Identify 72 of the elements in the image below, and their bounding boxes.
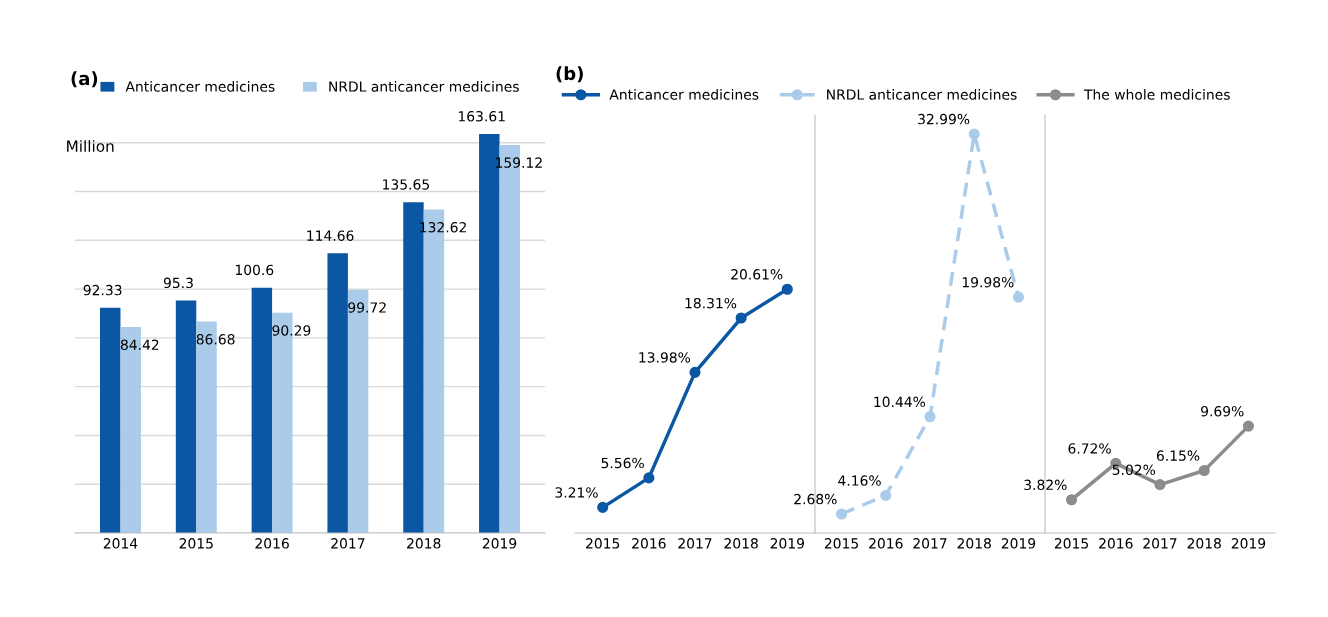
point (1065, 494, 1078, 506)
point (924, 411, 936, 423)
point (835, 508, 848, 520)
x-tick-label: 2017 (331, 538, 365, 549)
data-label: 32.99% (918, 113, 970, 125)
legend-label: Anticancer medicines (609, 89, 759, 100)
bar (175, 300, 197, 533)
point (1198, 464, 1210, 477)
legend-label: NRDL anticancer medicines (827, 89, 1017, 100)
point (689, 366, 701, 378)
x-tick-label: 2015 (586, 538, 620, 549)
data-label: 3.82% (1024, 479, 1067, 491)
data-label: 99.72 (348, 302, 386, 313)
data-label: 6.15% (1156, 450, 1200, 461)
data-label: 86.68 (196, 334, 235, 345)
x-tick-label: 2016 (632, 538, 666, 549)
x-tick-label: 2018 (957, 538, 991, 549)
point (880, 489, 892, 502)
data-label: 6.72% (1068, 443, 1111, 454)
data-label: 92.33 (83, 284, 122, 296)
x-tick-label: 2017 (678, 538, 712, 549)
point (735, 312, 747, 324)
x-tick-label: 2016 (869, 538, 903, 549)
x-tick-label: 2019 (770, 538, 804, 549)
data-label: 2.68% (794, 493, 837, 505)
point (1242, 420, 1255, 432)
data-label: 20.61% (731, 269, 783, 280)
x-tick-label: 2016 (255, 538, 289, 549)
point (643, 472, 655, 484)
chart-title: (a) (71, 71, 98, 88)
data-label: 100.6 (235, 264, 274, 276)
bar (100, 307, 121, 533)
data-label: 95.3 (163, 277, 193, 289)
legend-label: The whole medicines (1083, 89, 1230, 100)
x-tick-label: 2014 (103, 538, 138, 549)
annotation: Million (67, 140, 114, 152)
data-label: 90.29 (272, 325, 311, 336)
point (781, 283, 793, 295)
data-label: 3.21% (555, 487, 598, 498)
x-tick-label: 2017 (913, 538, 947, 549)
point (968, 128, 980, 140)
data-label: 10.44% (874, 396, 926, 408)
x-tick-label: 2015 (1054, 538, 1088, 549)
data-label: 163.61 (458, 111, 505, 122)
data-label: 9.69% (1201, 405, 1244, 417)
data-label: 19.98% (962, 276, 1014, 288)
x-tick-label: 2019 (482, 538, 517, 549)
legend-label: Anticancer medicines (125, 81, 275, 92)
data-label: 5.02% (1112, 464, 1156, 476)
data-label: 5.56% (601, 457, 644, 469)
data-label: 13.98% (639, 352, 691, 363)
x-tick-label: 2015 (179, 538, 213, 549)
point (1012, 291, 1025, 303)
chart-title: (b) (556, 66, 583, 83)
data-label: 4.16% (838, 475, 881, 486)
data-label: 135.65 (383, 179, 429, 190)
data-label: 114.66 (307, 230, 354, 241)
bar (251, 287, 273, 533)
x-tick-label: 2017 (1143, 538, 1177, 549)
x-tick-label: 2019 (1001, 538, 1036, 549)
x-tick-label: 2019 (1231, 538, 1266, 549)
x-tick-label: 2018 (1187, 538, 1221, 549)
point (597, 501, 609, 513)
point (1154, 479, 1166, 491)
legend-label: NRDL anticancer medicines (329, 81, 519, 92)
bar (327, 253, 348, 533)
data-label: 18.31% (685, 297, 737, 309)
x-tick-label: 2015 (824, 538, 858, 549)
x-tick-label: 2016 (1099, 538, 1133, 549)
x-tick-label: 2018 (407, 538, 441, 549)
data-label: 84.42 (120, 339, 159, 351)
x-tick-label: 2018 (724, 538, 758, 549)
